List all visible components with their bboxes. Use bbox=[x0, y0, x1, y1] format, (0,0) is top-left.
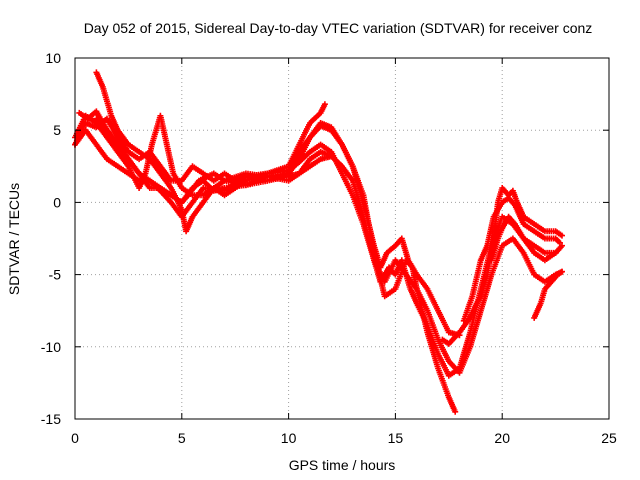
series-line-track-3 bbox=[95, 71, 563, 377]
series-line-track-1 bbox=[74, 103, 326, 182]
plot-frame bbox=[74, 57, 610, 420]
series-line-track-9 bbox=[490, 215, 556, 261]
series-line-track-7 bbox=[441, 186, 563, 345]
grid-layer bbox=[75, 58, 609, 419]
x-tick-label: 25 bbox=[601, 430, 617, 446]
x-tick-label: 20 bbox=[494, 430, 510, 446]
series-layer bbox=[72, 69, 565, 415]
series-line-track-6 bbox=[95, 117, 343, 204]
y-axis-label: SDTVAR / TECUs bbox=[6, 183, 22, 295]
x-tick-label: 10 bbox=[281, 430, 297, 446]
x-axis-label: GPS time / hours bbox=[289, 457, 396, 473]
y-tick-label: -10 bbox=[41, 339, 61, 355]
tick-label-layer: 0 5 10 15 20 25 -15 -10 -5 0 5 10 bbox=[41, 50, 617, 446]
y-tick-label: 10 bbox=[45, 50, 61, 66]
x-tick-label: 0 bbox=[71, 430, 79, 446]
series-line-track-8 bbox=[462, 197, 561, 322]
series-markers-track-2 bbox=[76, 108, 463, 339]
chart-title: Day 052 of 2015, Sidereal Day-to-day VTE… bbox=[84, 20, 593, 36]
x-tick-label: 5 bbox=[178, 430, 186, 446]
x-tick-label: 15 bbox=[388, 430, 404, 446]
y-tick-label: 5 bbox=[53, 122, 61, 138]
series-line-track-10 bbox=[533, 270, 563, 319]
y-tick-label: 0 bbox=[53, 194, 61, 210]
y-tick-label: -15 bbox=[41, 411, 61, 427]
series-line-track-2 bbox=[78, 110, 460, 337]
tick-layer bbox=[74, 57, 610, 420]
y-tick-label: -5 bbox=[49, 267, 62, 283]
